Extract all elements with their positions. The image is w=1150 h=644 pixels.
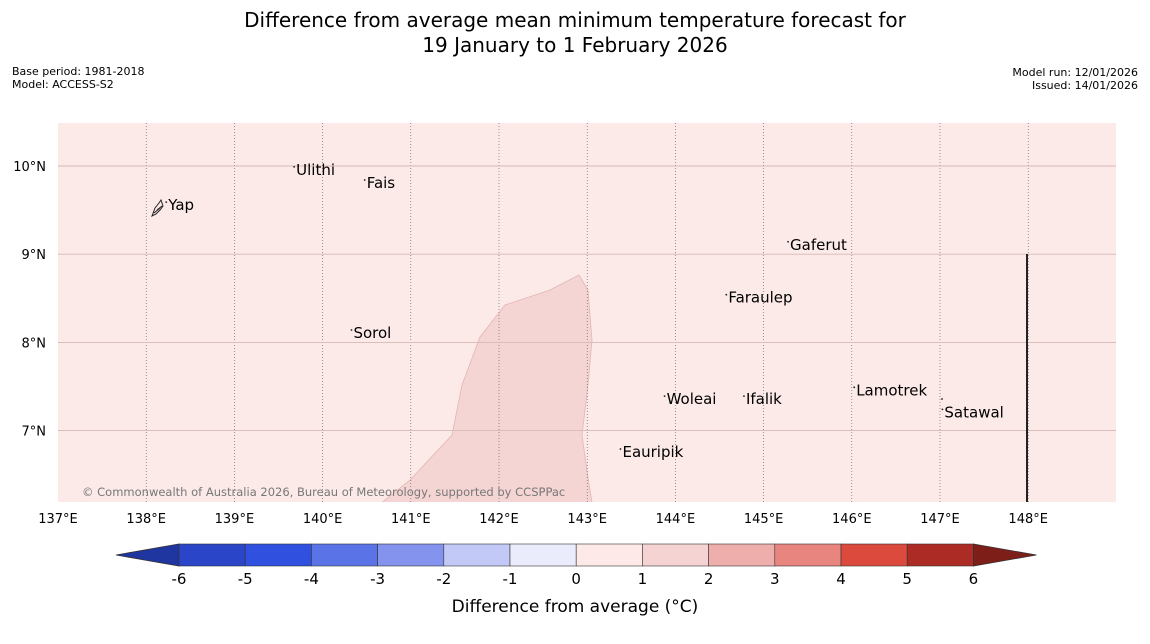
place-name: Ulithi [296, 161, 335, 179]
chart-title: Difference from average mean minimum tem… [0, 8, 1150, 58]
colorbar-tick-label: -4 [304, 570, 319, 588]
issued-label: Issued: 14/01/2026 [1031, 79, 1138, 92]
copyright-text: © Commonwealth of Australia 2026, Bureau… [82, 485, 565, 499]
place-woleai: Woleai [663, 390, 717, 408]
place-ifalik: Ifalik [743, 390, 782, 408]
colorbar-segment [509, 543, 577, 567]
colorbar-tick-label: 0 [571, 570, 581, 588]
colorbar: -6 -5 -4 -3 -2 -1 0 1 2 3 4 5 6 [115, 543, 1037, 588]
place-yap: Yap [165, 196, 194, 214]
latitude-tick-labels: 10°N 9°N 8°N 7°N [13, 160, 46, 440]
island-dot [941, 408, 944, 411]
colorbar-tick-label: -1 [503, 570, 518, 588]
island-dot [663, 395, 666, 398]
colorbar-tick-label: -2 [436, 570, 451, 588]
lon-tick-label: 137°E [38, 512, 78, 527]
place-faraulep: Faraulep [725, 289, 793, 307]
island-dot [725, 293, 728, 296]
colorbar-segment [244, 543, 312, 567]
colorbar-extend-high [973, 543, 1037, 567]
place-name: Lamotrek [856, 381, 927, 399]
colorbar-tick-label: 5 [902, 570, 912, 588]
colorbar-segment [906, 543, 974, 567]
lon-tick-label: 142°E [479, 512, 519, 527]
colorbar-segment [642, 543, 709, 567]
longitude-tick-labels: 137°E 138°E 139°E 140°E 141°E 142°E 143°E 144°E… [38, 512, 1048, 527]
place-eauripik: Eauripik [619, 443, 684, 461]
place-satawal: Satawal [941, 403, 1004, 421]
place-gaferut: Gaferut [787, 236, 847, 254]
colorbar-extend-low [115, 543, 180, 567]
colorbar-tick-label: 2 [704, 570, 714, 588]
island-dot [941, 398, 943, 400]
place-name: Yap [167, 196, 194, 214]
lon-tick-label: 141°E [391, 512, 431, 527]
colorbar-tick-label: 3 [770, 570, 780, 588]
lon-tick-label: 147°E [920, 512, 960, 527]
colorbar-segment [377, 543, 445, 567]
place-labels: Yap Ulithi Fais Sorol Gaferut Faraulep Woleai I… [165, 161, 1004, 461]
island-dot [293, 165, 296, 168]
colorbar-segment [311, 543, 378, 567]
base-period-label: Base period: 1981-2018 [12, 65, 145, 78]
meta-left: Base period: 1981-2018 Model: ACCESS-S2 [12, 65, 144, 91]
graticule [58, 123, 1116, 502]
colorbar-segment [178, 543, 246, 567]
lon-tick-label: 139°E [215, 512, 255, 527]
colorbar-tick-label: -6 [172, 570, 187, 588]
lon-tick-label: 140°E [303, 512, 343, 527]
place-name: Eauripik [622, 443, 683, 461]
place-name: Fais [367, 174, 396, 192]
colorbar-tick-label: -3 [370, 570, 385, 588]
lon-tick-label: 138°E [126, 512, 166, 527]
colorbar-segment [708, 543, 776, 567]
anomaly-region [381, 274, 593, 502]
place-name: Woleai [667, 390, 717, 408]
title-line-2: 19 January to 1 February 2026 [422, 33, 728, 57]
colorbar-segment [575, 543, 643, 567]
yap-island-outline [151, 198, 164, 218]
place-name: Faraulep [728, 289, 792, 307]
lon-tick-label: 148°E [1008, 512, 1048, 527]
place-lamotrek: Lamotrek [853, 381, 927, 399]
lon-tick-label: 145°E [744, 512, 784, 527]
lat-tick-label: 9°N [22, 248, 47, 263]
place-fais: Fais [363, 174, 396, 192]
lon-tick-label: 146°E [832, 512, 872, 527]
colorbar-segment [774, 543, 842, 567]
place-ulithi: Ulithi [293, 161, 335, 179]
colorbar-tick-label: -5 [238, 570, 253, 588]
island-dot [853, 386, 856, 389]
colorbar-tick-label: 1 [638, 570, 648, 588]
place-name: Gaferut [790, 236, 847, 254]
colorbar-segment [443, 543, 511, 567]
lon-tick-label: 144°E [656, 512, 696, 527]
place-name: Sorol [353, 324, 391, 342]
lat-tick-label: 8°N [22, 336, 47, 351]
colorbar-tick-label: 4 [836, 570, 846, 588]
colorbar-segment [840, 543, 908, 567]
place-name: Satawal [944, 403, 1003, 421]
colorbar-label: Difference from average (°C) [452, 597, 699, 617]
lat-tick-label: 10°N [13, 160, 46, 175]
island-dot [363, 179, 366, 181]
island-dot [619, 448, 622, 450]
place-name: Ifalik [746, 390, 782, 408]
island-dot [787, 240, 789, 243]
colorbar-tick-label: 6 [969, 570, 979, 588]
model-run-label: Model run: 12/01/2026 [1012, 66, 1138, 79]
title-line-1: Difference from average mean minimum tem… [244, 8, 906, 32]
meta-right: Model run: 12/01/2026 Issued: 14/01/2026 [1012, 66, 1138, 92]
island-dot [165, 201, 168, 204]
place-sorol: Sorol [350, 324, 391, 342]
lat-tick-label: 7°N [22, 425, 47, 440]
lon-tick-label: 143°E [567, 512, 607, 527]
island-dot [350, 329, 353, 331]
island-dot [743, 395, 745, 398]
model-label: Model: ACCESS-S2 [12, 78, 114, 91]
